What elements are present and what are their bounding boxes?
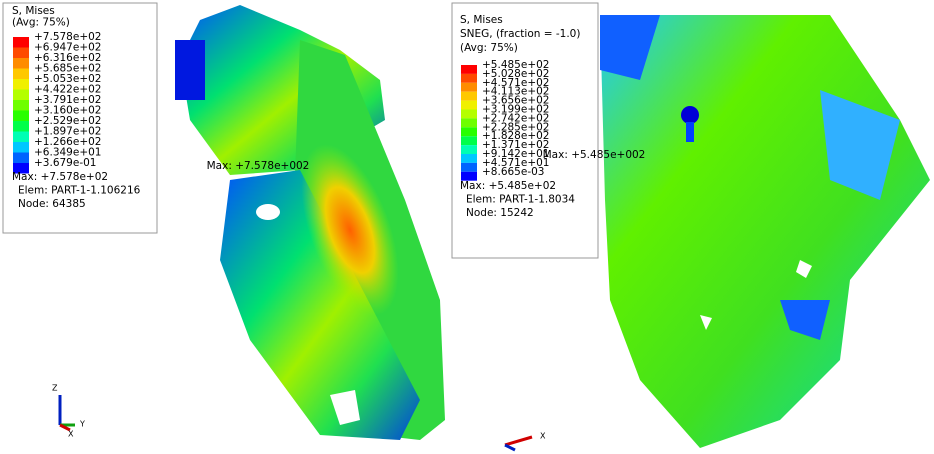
triad-label: X xyxy=(540,432,546,441)
legend-title: (Avg: 75%) xyxy=(460,42,518,54)
legend-footer: Node: 64385 xyxy=(18,198,86,210)
legend-swatch xyxy=(461,154,477,163)
legend-level: +6.947e+02 xyxy=(34,42,101,54)
legend-swatch xyxy=(461,82,477,92)
legend-swatch xyxy=(13,163,29,174)
triad-label: Y xyxy=(79,420,85,429)
legend-level: +6.316e+02 xyxy=(34,52,101,64)
legend-level: +4.571e+02 xyxy=(482,77,549,89)
legend-level: +4.422e+02 xyxy=(34,84,101,96)
legend-level: +1.897e+02 xyxy=(34,126,101,138)
legend-swatch xyxy=(13,142,29,153)
legend-swatch xyxy=(13,152,29,163)
legend-swatch xyxy=(461,91,477,101)
legend-level: +1.828e+02 xyxy=(482,130,549,142)
legend-level: +2.529e+02 xyxy=(34,115,101,127)
left-model xyxy=(113,5,445,440)
legend-level: +9.142e+01 xyxy=(482,148,549,160)
legend-level: +5.028e+02 xyxy=(482,68,549,80)
legend-level: +1.371e+02 xyxy=(482,139,549,151)
legend-level: +2.742e+02 xyxy=(482,112,549,124)
legend-swatch xyxy=(13,79,29,90)
triad-label: X xyxy=(68,430,74,439)
triad-label: Z xyxy=(52,384,58,393)
right-model xyxy=(600,15,930,448)
legend-title: S, Mises xyxy=(460,14,503,26)
max-annotation: Max: +7.578e+002 xyxy=(207,160,310,172)
legend-swatch xyxy=(13,121,29,132)
legend-swatch xyxy=(13,100,29,111)
legend-title: SNEG, (fraction = -1.0) xyxy=(460,28,580,40)
legend-level: +3.199e+02 xyxy=(482,104,549,116)
legend-swatch xyxy=(13,58,29,69)
legend-footer: Max: +7.578e+02 xyxy=(12,171,108,183)
legend-swatch xyxy=(13,131,29,142)
legend-swatch xyxy=(461,171,477,181)
legend-title: S, Mises xyxy=(12,5,55,17)
legend-swatch xyxy=(461,145,477,154)
legend-swatch xyxy=(461,136,477,146)
triad xyxy=(504,435,533,452)
legend-swatch xyxy=(13,68,29,79)
legend-swatch xyxy=(461,118,477,128)
legend-swatch xyxy=(13,47,29,58)
legend-level: +7.578e+02 xyxy=(34,31,101,43)
legend-swatch xyxy=(461,162,477,172)
triad xyxy=(58,395,75,432)
legend-footer: Max: +5.485e+02 xyxy=(460,180,556,192)
legend-level: +5.685e+02 xyxy=(34,63,101,75)
legend-title: (Avg: 75%) xyxy=(12,17,70,29)
legend-swatch xyxy=(13,89,29,100)
legend-level: +1.266e+02 xyxy=(34,136,101,148)
legend-swatch xyxy=(461,100,477,110)
legend-level: +3.679e-01 xyxy=(34,157,96,169)
legend-level: +5.485e+02 xyxy=(482,59,549,71)
legend-footer: Node: 15242 xyxy=(466,207,534,219)
legend-level: +3.160e+02 xyxy=(34,105,101,117)
legend-swatch xyxy=(13,37,29,48)
max-annotation: Max: +5.485e+002 xyxy=(543,149,646,161)
legend-level: +8.665e-03 xyxy=(482,166,544,178)
legend-swatch xyxy=(461,73,477,83)
legend-level: +3.656e+02 xyxy=(482,95,549,107)
legend-swatch xyxy=(461,65,477,74)
legend-footer: Elem: PART-1-1.106216 xyxy=(18,185,141,197)
legend-swatch xyxy=(461,109,477,119)
legend-level: +2.285e+02 xyxy=(482,121,549,133)
legend-level: +5.053e+02 xyxy=(34,73,101,85)
legend-level: +3.791e+02 xyxy=(34,94,101,106)
legend-level: +6.349e+01 xyxy=(34,147,101,159)
legend-level: +4.571e+01 xyxy=(482,157,549,169)
legend-swatch xyxy=(13,110,29,121)
legend-level: +4.113e+02 xyxy=(482,86,549,98)
legend-footer: Elem: PART-1-1.8034 xyxy=(466,193,575,205)
legend-swatch xyxy=(461,127,477,137)
